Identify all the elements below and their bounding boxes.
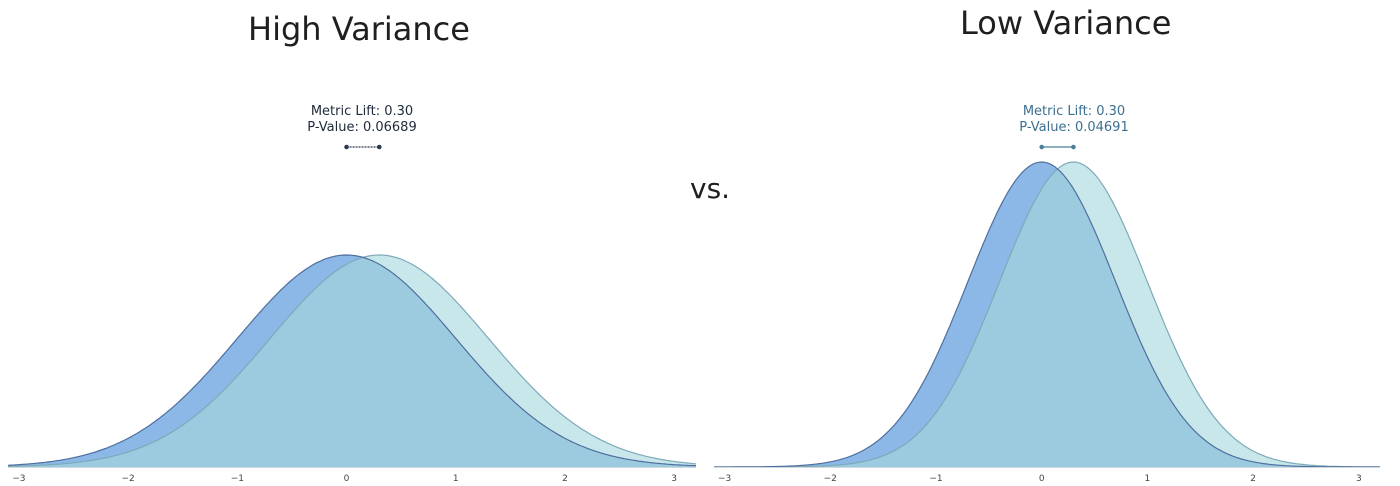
x-tick-label: 0 — [344, 474, 350, 484]
p-value-label: P-Value: 0.04691 — [1019, 120, 1129, 135]
annotation-low-variance: Metric Lift: 0.30 P-Value: 0.04691 — [974, 104, 1174, 136]
x-tick-label: 3 — [1356, 474, 1362, 484]
control-distribution-line — [7, 254, 697, 467]
control-distribution-line — [714, 161, 1380, 468]
x-tick-label: 2 — [1250, 474, 1256, 484]
overlap-area — [8, 257, 696, 467]
x-tick-label: −1 — [929, 474, 942, 484]
vs-label: vs. — [690, 172, 731, 205]
chart-title-high-variance: High Variance — [248, 10, 470, 48]
p-value-label: P-Value: 0.06689 — [307, 120, 417, 135]
x-tick-label: −3 — [12, 474, 25, 484]
lift-marker-start — [344, 144, 349, 150]
x-tick-label: 3 — [671, 474, 677, 484]
x-tick-label: 0 — [1039, 474, 1045, 484]
metric-lift-label: Metric Lift: 0.30 — [1022, 104, 1126, 119]
x-tick-label: 1 — [453, 474, 459, 484]
lift-marker-end — [1071, 144, 1076, 150]
treatment-distribution-line — [714, 161, 1380, 468]
lift-marker-end — [377, 144, 382, 150]
treatment-distribution-line — [8, 254, 697, 467]
metric-lift-label: Metric Lift: 0.30 — [310, 104, 414, 119]
x-tick-label: −2 — [121, 474, 134, 484]
lift-marker-start — [1039, 144, 1045, 150]
chart-title-low-variance: Low Variance — [960, 4, 1172, 42]
x-tick-label: −3 — [718, 474, 731, 484]
x-tick-label: 1 — [1145, 474, 1151, 484]
x-tick-label: 2 — [562, 474, 568, 484]
overlap-area — [714, 169, 1380, 467]
x-tick-label: −1 — [231, 474, 244, 484]
x-tick-label: −2 — [824, 474, 837, 484]
annotation-high-variance: Metric Lift: 0.30 P-Value: 0.06689 — [262, 104, 462, 136]
